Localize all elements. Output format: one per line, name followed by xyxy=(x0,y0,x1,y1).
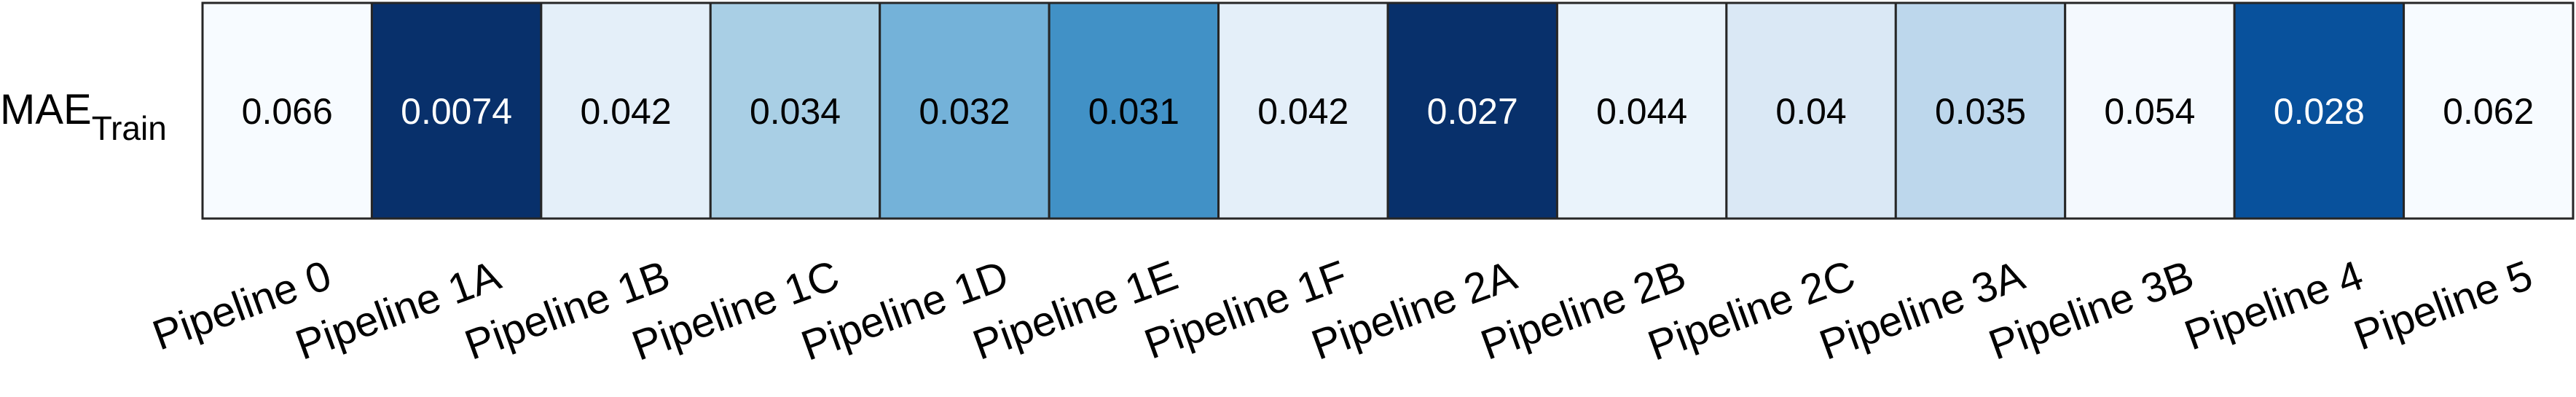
heatmap-cell xyxy=(709,1,881,220)
x-tick-label: Pipeline 4 xyxy=(2178,251,2369,359)
cell-value-label: 0.04 xyxy=(1775,91,1846,132)
heatmap-cell xyxy=(1048,1,1220,220)
heatmap-cell xyxy=(1217,1,1389,220)
heatmap-cell xyxy=(201,1,373,220)
cell-value-label: 0.032 xyxy=(919,91,1010,132)
x-tick-label: Pipeline 5 xyxy=(2348,251,2539,359)
row-label: MAETrain xyxy=(0,86,167,147)
heatmap-cell xyxy=(370,1,543,220)
cell-value-label: 0.062 xyxy=(2443,91,2534,132)
cell-value-label: 0.0074 xyxy=(401,91,512,132)
row-label-subscript: Train xyxy=(92,109,167,147)
heatmap-cell xyxy=(879,1,1051,220)
row-label-main: MAE xyxy=(0,86,92,133)
cell-value-label: 0.031 xyxy=(1088,91,1179,132)
cell-value-label: 0.034 xyxy=(750,91,841,132)
heatmap-cell xyxy=(1555,1,1728,220)
heatmap-cell xyxy=(1386,1,1558,220)
heatmap-cell xyxy=(1725,1,1897,220)
cell-value-label: 0.044 xyxy=(1596,91,1687,132)
cell-value-label: 0.042 xyxy=(1257,91,1348,132)
cell-value-label: 0.054 xyxy=(2104,91,2195,132)
cell-value-label: 0.066 xyxy=(242,91,333,132)
cell-value-label: 0.042 xyxy=(581,91,672,132)
cell-value-label: 0.027 xyxy=(1427,91,1518,132)
heatmap-cell xyxy=(540,1,712,220)
cell-value-label: 0.035 xyxy=(1935,91,2026,132)
heatmap-cells: 0.066 0.0074 0.042 0.034 0.032 0.031 0.042 0.02… xyxy=(201,1,2575,220)
heatmap-cell xyxy=(2064,1,2236,220)
cell-value-label: 0.028 xyxy=(2274,91,2365,132)
heatmap-cell xyxy=(2233,1,2406,220)
heatmap-cell xyxy=(2403,1,2575,220)
